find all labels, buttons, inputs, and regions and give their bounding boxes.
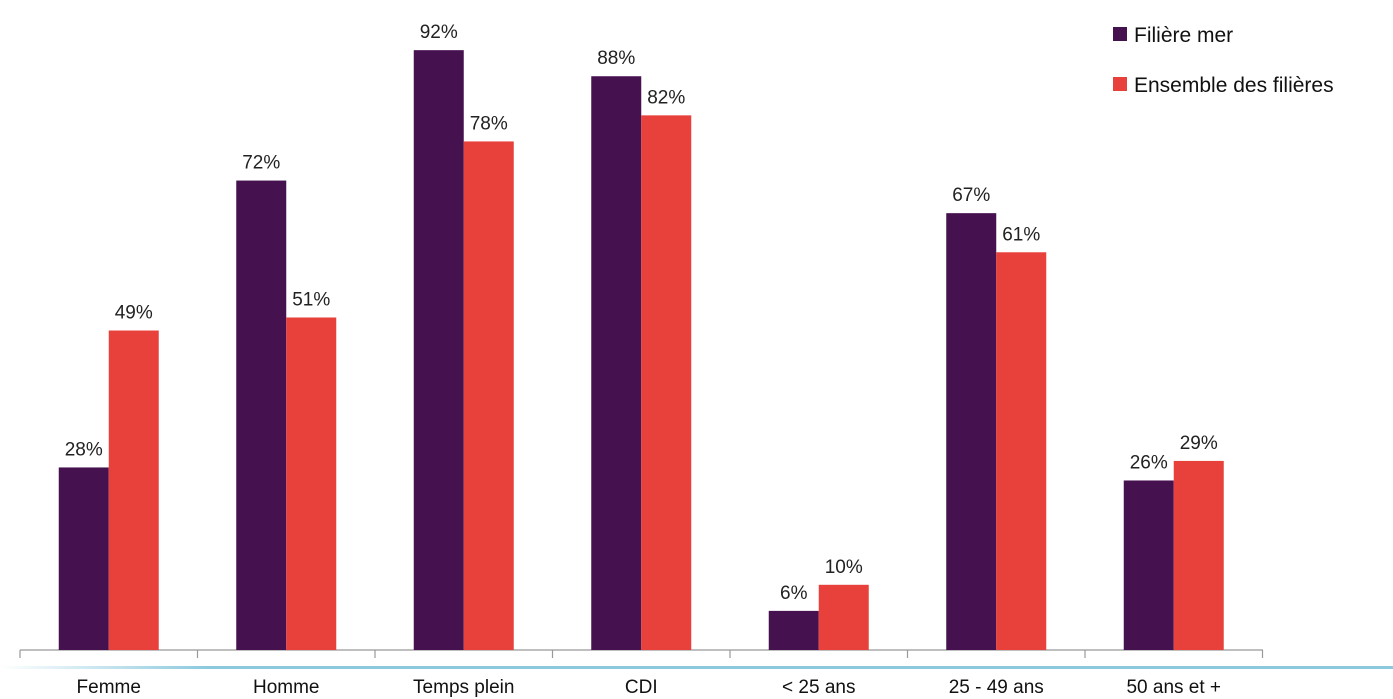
bar-fili-re-mer-25-ans (768, 610, 819, 650)
data-label-fili-re-mer-25-ans: 6% (780, 583, 808, 604)
bar-fili-re-mer-50-ans-et (1123, 480, 1174, 650)
data-label-fili-re-mer-temps-plein: 92% (420, 22, 458, 43)
bar-fili-re-mer-femme (58, 467, 109, 650)
legend-swatch-ensemble (1113, 77, 1127, 91)
data-label-fili-re-mer-femme: 28% (65, 439, 103, 460)
bar-ensemble-des-fili-res-femme (108, 330, 159, 650)
legend-item-ensemble: Ensemble des filières (1113, 74, 1334, 97)
data-label-fili-re-mer-cdi: 88% (597, 48, 635, 69)
bars-group (58, 50, 1224, 651)
category-labels-group: Femme Homme Temps plein CDI < 25 ans 25 - 49 … (77, 677, 1221, 698)
category-label-femme: Femme (77, 677, 141, 698)
category-label-50-ans-et: 50 ans et + (1126, 677, 1221, 698)
legend-swatch-filiere-mer (1113, 27, 1127, 41)
bar-fili-re-mer-homme (236, 180, 287, 650)
data-label-ensemble-des-fili-res-homme: 51% (292, 289, 330, 310)
data-label-ensemble-des-fili-res-25-49-ans: 61% (1002, 224, 1040, 245)
legend-item-filiere-mer: Filière mer (1113, 24, 1233, 47)
data-label-ensemble-des-fili-res-25-ans: 10% (825, 557, 863, 578)
data-label-ensemble-des-fili-res-cdi: 82% (647, 87, 685, 108)
legend-label-filiere-mer: Filière mer (1134, 24, 1233, 47)
category-label-homme: Homme (253, 677, 320, 698)
category-label-25-ans: < 25 ans (782, 677, 855, 698)
bar-ensemble-des-fili-res-homme (286, 317, 337, 650)
bar-ensemble-des-fili-res-50-ans-et (1173, 460, 1224, 650)
bar-fili-re-mer-25-49-ans (946, 213, 997, 650)
data-label-ensemble-des-fili-res-50-ans-et: 29% (1180, 433, 1218, 454)
data-label-ensemble-des-fili-res-temps-plein: 78% (470, 113, 508, 134)
bar-fili-re-mer-cdi (591, 76, 642, 651)
x-axis (19, 649, 1264, 658)
legend-label-ensemble: Ensemble des filières (1134, 74, 1334, 97)
decorative-bottom-stripe (0, 666, 1393, 669)
data-labels-group: 28% 49% 72% 51% 92% 78% 88% 82% 6% 10% 67% 61% 26% 29… (65, 22, 1218, 604)
category-label-25-49-ans: 25 - 49 ans (949, 677, 1044, 698)
bar-ensemble-des-fili-res-cdi (641, 115, 692, 651)
bar-ensemble-des-fili-res-25-ans (818, 584, 869, 650)
data-label-fili-re-mer-50-ans-et: 26% (1130, 452, 1168, 473)
data-label-fili-re-mer-25-49-ans: 67% (952, 185, 990, 206)
category-label-cdi: CDI (625, 677, 658, 698)
bar-ensemble-des-fili-res-temps-plein (463, 141, 514, 650)
data-label-fili-re-mer-homme: 72% (242, 153, 280, 174)
bar-ensemble-des-fili-res-25-49-ans (996, 252, 1047, 650)
bar-fili-re-mer-temps-plein (413, 50, 464, 651)
category-label-temps-plein: Temps plein (413, 677, 514, 698)
legend: Filière mer Ensemble des filières (1113, 24, 1334, 97)
data-label-ensemble-des-fili-res-femme: 49% (115, 303, 153, 324)
